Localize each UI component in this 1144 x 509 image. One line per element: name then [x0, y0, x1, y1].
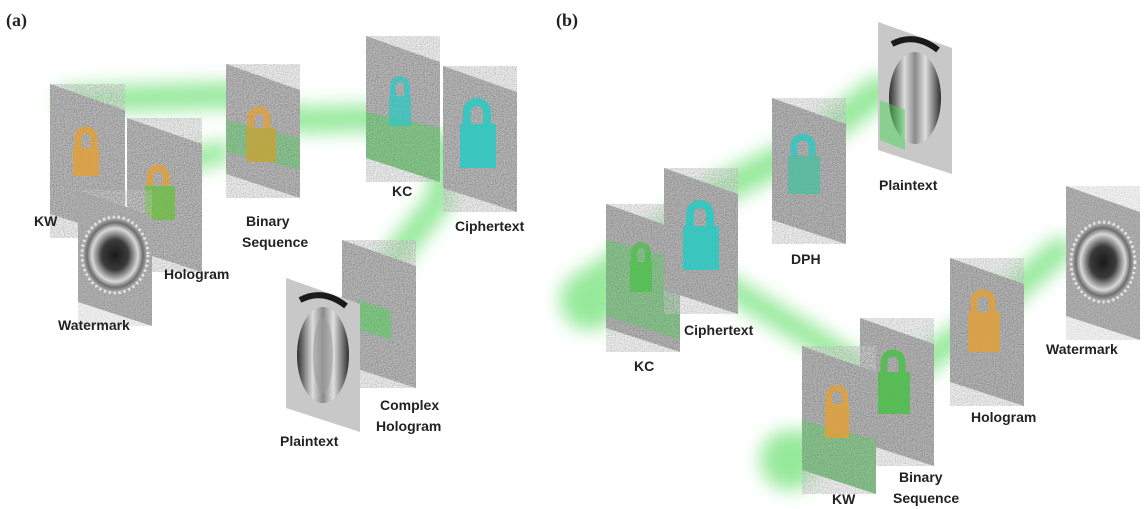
b-kc-screen: [606, 204, 680, 352]
lock-icon: [878, 349, 910, 414]
panel-a-letter: (a): [6, 10, 27, 31]
lock-icon: [460, 98, 496, 168]
panel-b-letter: (b): [556, 10, 578, 31]
complex-hologram-screen: [342, 240, 416, 388]
plaintext-screen: [286, 278, 360, 432]
label-plaintext: Plaintext: [280, 433, 339, 449]
panel-b: (b) Plaintext DPH Ciphertext KC Watermar…: [556, 10, 1140, 507]
label-b-kc: KC: [634, 358, 654, 374]
label-binary-line1: Binary: [246, 213, 290, 229]
label-b-binary-line1: Binary: [899, 469, 943, 485]
lock-icon: [630, 242, 652, 292]
lock-icon: [825, 385, 849, 438]
label-ciphertext: Ciphertext: [455, 218, 525, 234]
label-kw: KW: [34, 213, 58, 229]
lock-icon: [145, 164, 175, 220]
lock-icon: [968, 289, 1000, 352]
label-b-ciphertext: Ciphertext: [684, 322, 754, 338]
lock-icon: [389, 76, 411, 126]
label-b-hologram: Hologram: [971, 409, 1036, 425]
label-b-plaintext: Plaintext: [879, 177, 938, 193]
lock-icon: [73, 126, 99, 176]
lock-icon: [788, 133, 820, 194]
label-b-kw: KW: [832, 491, 856, 507]
ciphertext-screen: [443, 66, 517, 212]
b-kw-screen: [802, 346, 876, 494]
label-complex-line2: Hologram: [376, 418, 441, 434]
b-hologram-screen: [950, 258, 1024, 406]
panel-a: (a) KW Hologram Watermark Binary Sequenc…: [6, 10, 525, 449]
b-plaintext-screen: [878, 22, 952, 174]
label-b-dph: DPH: [791, 251, 821, 267]
lock-icon: [246, 106, 276, 162]
label-complex-line1: Complex: [380, 397, 439, 413]
label-watermark: Watermark: [58, 317, 130, 333]
lock-icon: [683, 200, 719, 270]
label-b-binary-line2: Sequence: [893, 490, 959, 506]
b-binary-sequence-screen: [860, 318, 934, 466]
label-binary-line2: Sequence: [242, 234, 308, 250]
watermark-screen: [78, 190, 152, 326]
b-ciphertext-screen: [664, 168, 738, 314]
label-b-watermark: Watermark: [1046, 341, 1118, 357]
label-kc: KC: [392, 183, 412, 199]
label-hologram: Hologram: [164, 266, 229, 282]
kc-screen: [366, 36, 440, 182]
kw-screen: [50, 84, 125, 238]
b-watermark-screen: [1066, 186, 1140, 340]
binary-sequence-screen: [226, 64, 300, 198]
dph-screen: [772, 98, 846, 244]
